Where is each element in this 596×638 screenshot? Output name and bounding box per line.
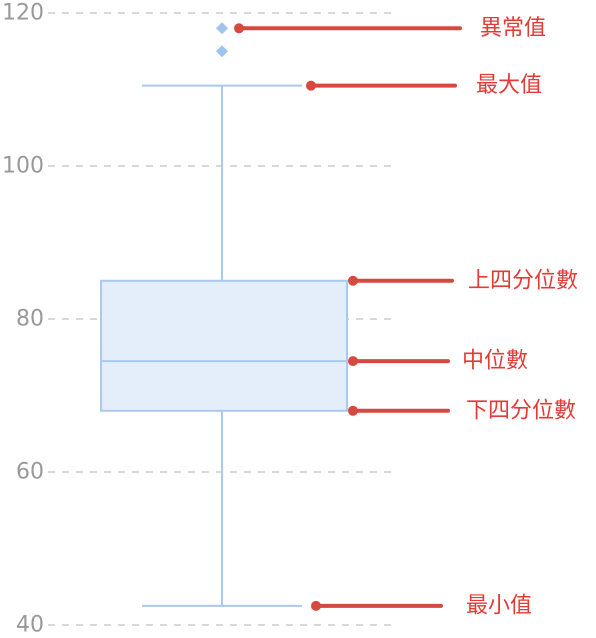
annotation-label-max: 最大值: [476, 73, 542, 98]
annotation-label-outlier: 異常值: [480, 16, 546, 41]
annotation-dot-q1: [348, 405, 358, 416]
annotation-label-min: 最小值: [466, 593, 532, 618]
annotation-label-q1: 下四分位數: [466, 398, 576, 423]
outlier-point-0: [216, 45, 228, 58]
y-tick-label-80: 80: [16, 307, 44, 332]
annotation-dot-outlier: [234, 23, 244, 34]
annotation-dot-median: [348, 356, 358, 367]
annotation-dot-q3: [348, 275, 358, 286]
y-tick-label-100: 100: [2, 154, 44, 179]
y-tick-label-40: 40: [16, 613, 44, 638]
iqr-box: [100, 279, 348, 412]
annotation-dot-max: [306, 80, 316, 91]
annotation-label-q3: 上四分位數: [468, 268, 578, 293]
annotation-label-median: 中位數: [462, 349, 528, 374]
outlier-point-1: [216, 22, 228, 35]
annotation-dot-min: [311, 600, 321, 611]
y-tick-label-120: 120: [2, 1, 44, 26]
y-tick-label-60: 60: [16, 460, 44, 485]
